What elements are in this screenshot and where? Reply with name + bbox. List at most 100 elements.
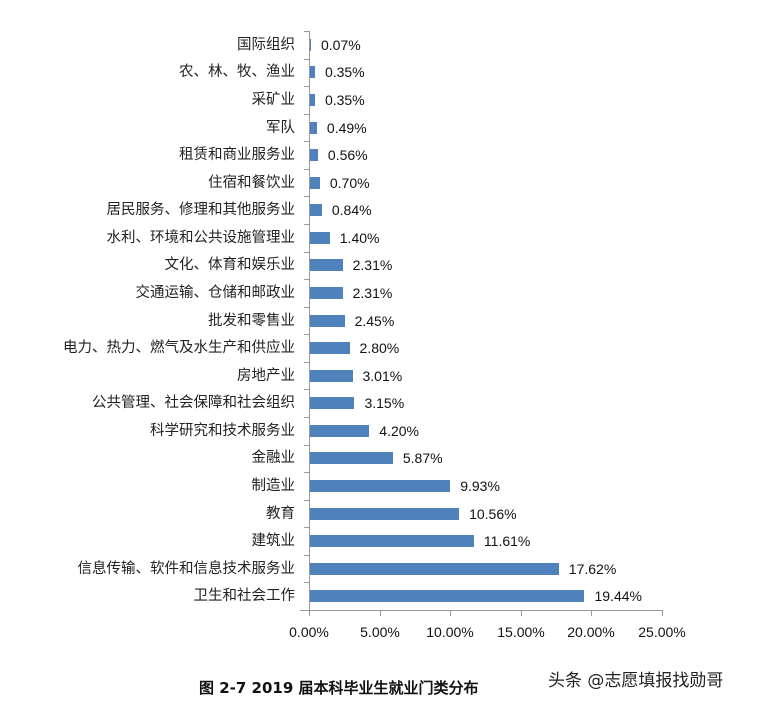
bar xyxy=(310,259,343,272)
value-label: 5.87% xyxy=(402,450,443,467)
y-tick xyxy=(304,334,309,335)
y-tick xyxy=(304,307,309,308)
x-tick xyxy=(309,610,310,616)
value-label: 0.35% xyxy=(324,64,365,81)
category-label: 住宿和餐饮业 xyxy=(208,174,295,191)
category-label: 国际组织 xyxy=(237,36,295,53)
bar xyxy=(310,231,330,244)
y-tick xyxy=(304,114,309,115)
category-label: 租赁和商业服务业 xyxy=(179,147,295,164)
category-label: 水利、环境和公共设施管理业 xyxy=(106,229,296,246)
category-label: 电力、热力、燃气及水生产和供应业 xyxy=(63,340,295,357)
value-label: 2.31% xyxy=(352,284,393,301)
bar xyxy=(310,121,317,134)
y-tick xyxy=(304,86,309,87)
bar xyxy=(310,397,355,410)
bar xyxy=(310,590,585,603)
figure-caption: 图 2-7 2019 届本科毕业生就业门类分布 xyxy=(199,679,479,697)
bar xyxy=(310,286,343,299)
y-tick xyxy=(304,555,309,556)
y-tick xyxy=(304,500,309,501)
category-label: 文化、体育和娱乐业 xyxy=(164,257,296,274)
bar xyxy=(310,424,370,437)
y-tick xyxy=(304,224,309,225)
y-tick xyxy=(304,445,309,446)
value-label: 2.31% xyxy=(352,257,393,274)
value-label: 10.56% xyxy=(469,505,517,522)
value-label: 9.93% xyxy=(460,477,500,494)
bar xyxy=(310,562,559,575)
y-axis-line xyxy=(309,31,310,611)
y-tick xyxy=(304,141,309,142)
value-label: 3.01% xyxy=(362,367,403,384)
category-label: 卫生和社会工作 xyxy=(193,588,296,605)
bar xyxy=(310,314,345,327)
x-tick xyxy=(662,610,663,616)
category-label: 制造业 xyxy=(251,477,296,494)
bar xyxy=(310,535,474,548)
value-label: 3.15% xyxy=(364,395,405,412)
x-tick-label: 25.00% xyxy=(638,624,686,640)
y-tick xyxy=(304,59,309,60)
category-label: 教育 xyxy=(266,505,295,522)
category-label: 公共管理、社会保障和社会组织 xyxy=(92,395,295,412)
x-tick xyxy=(380,610,381,616)
value-label: 0.35% xyxy=(324,91,365,108)
value-label: 2.45% xyxy=(354,312,395,329)
y-tick xyxy=(304,279,309,280)
category-label: 居民服务、修理和其他服务业 xyxy=(106,202,296,219)
x-tick xyxy=(521,610,522,616)
value-label: 0.84% xyxy=(331,202,372,219)
bar xyxy=(310,369,353,382)
value-label: 1.40% xyxy=(339,229,380,246)
value-label: 0.49% xyxy=(326,119,367,136)
value-label: 17.62% xyxy=(568,560,617,577)
value-label: 19.44% xyxy=(594,588,642,605)
bar xyxy=(310,38,311,51)
bar xyxy=(310,204,322,217)
y-tick xyxy=(304,362,309,363)
x-tick-label: 20.00% xyxy=(567,624,615,640)
x-tick-label: 10.00% xyxy=(426,624,474,640)
x-tick-label: 5.00% xyxy=(360,624,400,640)
watermark: 头条 @志愿填报找勋哥 xyxy=(548,671,724,691)
category-label: 科学研究和技术服务业 xyxy=(150,422,295,439)
y-tick xyxy=(304,472,309,473)
y-tick xyxy=(304,169,309,170)
bar xyxy=(310,93,315,106)
value-label: 11.61% xyxy=(483,533,531,550)
category-label: 金融业 xyxy=(251,450,296,467)
y-tick xyxy=(304,582,309,583)
bar xyxy=(310,452,393,465)
category-label: 信息传输、软件和信息技术服务业 xyxy=(77,560,296,577)
category-label: 军队 xyxy=(266,119,295,136)
y-tick xyxy=(304,527,309,528)
x-tick-label: 15.00% xyxy=(497,624,545,640)
bar xyxy=(310,149,318,162)
y-tick xyxy=(304,252,309,253)
x-tick xyxy=(591,610,592,616)
category-label: 交通运输、仓储和邮政业 xyxy=(135,284,296,301)
category-label: 房地产业 xyxy=(237,367,295,384)
value-label: 0.56% xyxy=(327,147,368,164)
bar xyxy=(310,342,350,355)
category-label: 农、林、牧、渔业 xyxy=(179,64,295,81)
value-label: 4.20% xyxy=(379,422,419,439)
y-tick xyxy=(304,196,309,197)
category-label: 建筑业 xyxy=(251,533,296,550)
y-tick xyxy=(304,389,309,390)
x-tick xyxy=(450,610,451,616)
category-label: 采矿业 xyxy=(251,91,296,108)
y-tick xyxy=(304,417,309,418)
x-tick-label: 0.00% xyxy=(289,624,329,640)
category-label: 批发和零售业 xyxy=(208,312,295,329)
value-label: 2.80% xyxy=(359,340,400,357)
value-label: 0.70% xyxy=(329,174,370,191)
y-tick xyxy=(304,31,309,32)
bar xyxy=(310,479,451,492)
bar xyxy=(310,66,315,79)
bar xyxy=(310,176,320,189)
x-axis-line xyxy=(300,610,663,611)
bar xyxy=(310,507,460,520)
